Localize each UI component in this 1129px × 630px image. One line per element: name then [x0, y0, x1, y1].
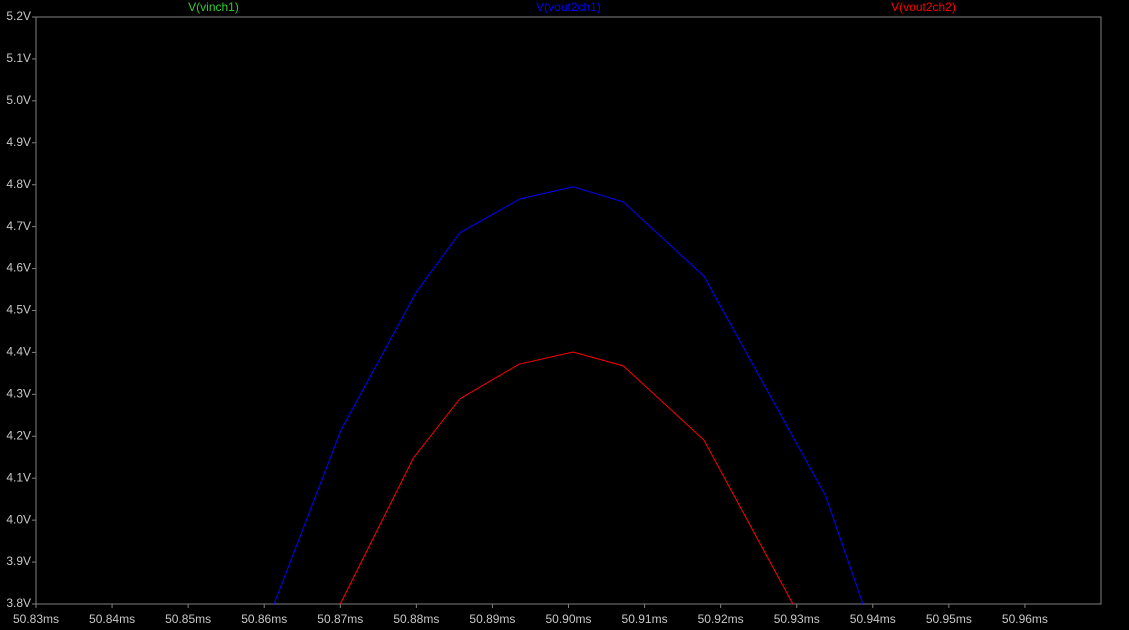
plot-frame: [35, 16, 1102, 605]
y-tick-label: 4.3V: [6, 387, 31, 401]
x-tick-label: 50.87ms: [317, 612, 363, 626]
y-tick-label: 4.4V: [6, 345, 31, 359]
legend-entry: V(vout2ch2): [891, 0, 956, 14]
x-tick-label: 50.85ms: [165, 612, 211, 626]
y-tick-label: 5.2V: [6, 9, 31, 23]
y-tick-label: 4.7V: [6, 219, 31, 233]
x-tick-label: 50.95ms: [926, 612, 972, 626]
y-tick-label: 4.8V: [6, 177, 31, 191]
legend-entry: V(vout2ch1): [536, 0, 601, 14]
x-tick-label: 50.88ms: [393, 612, 439, 626]
y-tick-label: 4.0V: [6, 512, 31, 526]
y-tick-label: 3.9V: [6, 554, 31, 568]
y-tick-label: 4.5V: [6, 303, 31, 317]
x-tick-label: 50.84ms: [89, 612, 135, 626]
x-tick-label: 50.83ms: [13, 612, 59, 626]
x-tick-label: 50.91ms: [622, 612, 668, 626]
y-tick-label: 3.8V: [6, 596, 31, 610]
x-tick-label: 50.92ms: [698, 612, 744, 626]
y-tick-label: 5.0V: [6, 93, 31, 107]
y-tick-label: 4.2V: [6, 428, 31, 442]
x-tick-label: 50.96ms: [1002, 612, 1048, 626]
legend-entry: V(vinch1): [188, 0, 239, 14]
x-tick-label: 50.86ms: [241, 612, 287, 626]
series-line: [339, 351, 794, 604]
y-tick-label: 4.9V: [6, 135, 31, 149]
plot-area: [273, 186, 864, 604]
y-tick-label: 4.6V: [6, 261, 31, 275]
y-tick-label: 5.1V: [6, 51, 31, 65]
x-tick-label: 50.90ms: [545, 612, 591, 626]
x-tick-label: 50.93ms: [774, 612, 820, 626]
series-line: [273, 186, 864, 604]
x-tick-label: 50.94ms: [850, 612, 896, 626]
x-tick-label: 50.89ms: [469, 612, 515, 626]
y-tick-label: 4.1V: [6, 470, 31, 484]
